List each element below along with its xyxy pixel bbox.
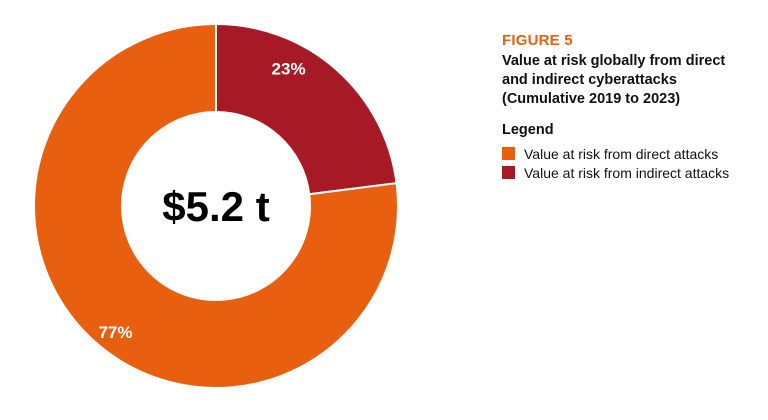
figure-title-line-1: Value at risk globally from direct bbox=[502, 53, 726, 69]
legend-swatch-indirect bbox=[502, 166, 515, 179]
donut-slice-direct bbox=[33, 22, 399, 389]
legend-label-direct: Value at risk from direct attacks bbox=[524, 145, 719, 162]
figure-title-line-3: (Cumulative 2019 to 2023) bbox=[502, 91, 681, 107]
figure-title-line-2: and indirect cyberattacks bbox=[502, 72, 677, 88]
legend-title: Legend bbox=[502, 122, 554, 138]
donut-chart: 23% 77% $5.2 t bbox=[33, 22, 399, 389]
legend: Legend Value at risk from direct attacks… bbox=[502, 122, 729, 182]
legend-swatch-direct bbox=[502, 147, 515, 160]
donut-slice-indirect bbox=[215, 22, 398, 196]
figure-number: FIGURE 5 bbox=[502, 32, 573, 49]
legend-label-indirect: Value at risk from indirect attacks bbox=[524, 164, 730, 181]
legend-item-indirect: Value at risk from indirect attacks bbox=[502, 163, 729, 182]
donut-slices: 23% 77% bbox=[33, 22, 399, 389]
slice-label-indirect: 23% bbox=[272, 60, 306, 79]
legend-item-direct: Value at risk from direct attacks bbox=[502, 144, 729, 163]
slice-label-direct: 77% bbox=[98, 323, 132, 342]
figure-title: Value at risk globally from direct and i… bbox=[502, 52, 762, 109]
center-total-label: $5.2 t bbox=[162, 183, 269, 230]
